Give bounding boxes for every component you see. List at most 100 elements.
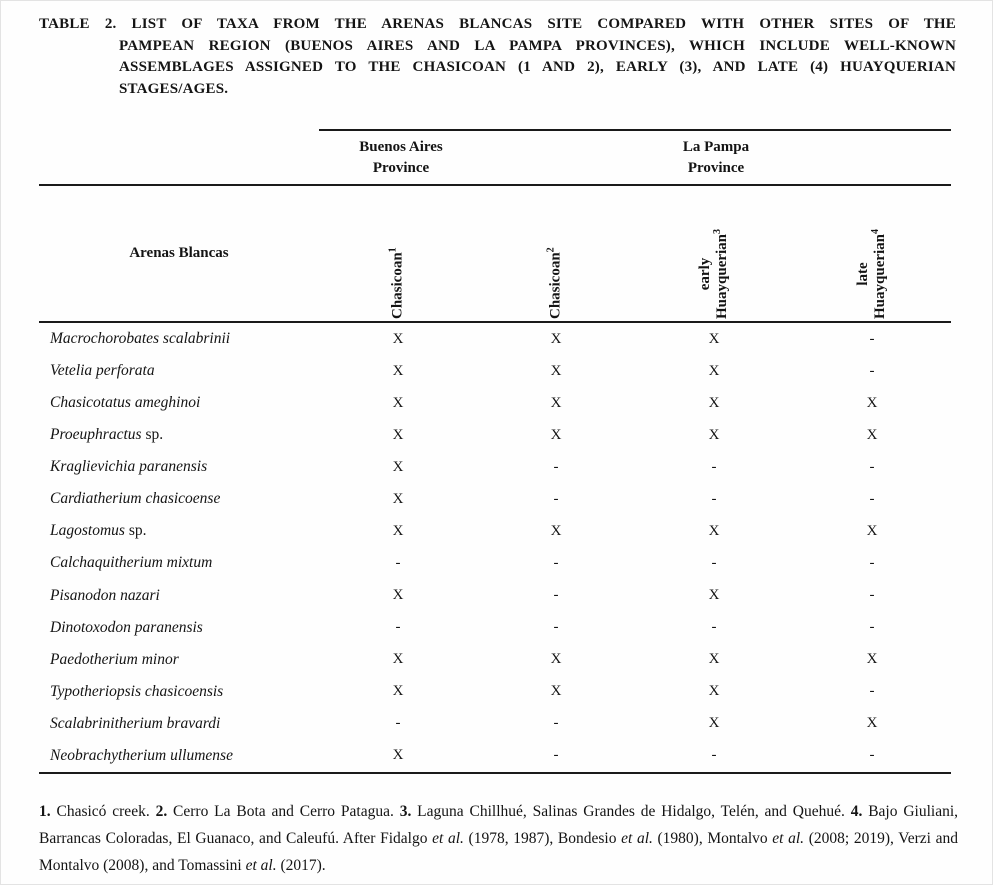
- superscript: 4: [870, 228, 881, 234]
- et-al: et al.: [621, 830, 653, 847]
- province-header-la-pampa: La Pampa Province: [631, 137, 801, 179]
- footnote-text: Chasicó creek.: [50, 803, 156, 820]
- presence-mark-col3: X: [708, 330, 720, 347]
- presence-mark-col2: X: [550, 522, 562, 539]
- presence-mark-col3: X: [708, 651, 720, 668]
- table-row: Neobrachytherium ullumense X - - -: [39, 740, 951, 772]
- presence-mark-col1: X: [392, 362, 404, 379]
- presence-mark-col4: -: [869, 490, 875, 507]
- footnote-text: (1980), Montalvo: [652, 830, 773, 847]
- presence-mark-col2: X: [550, 651, 562, 668]
- taxon-name: Kraglievichia paranensis: [50, 458, 208, 476]
- province-word: Province: [372, 160, 430, 176]
- footnote-text: Bajo Giuliani, Barrancas Coloradas, El G…: [39, 803, 959, 847]
- presence-mark-col2: -: [553, 715, 559, 732]
- presence-mark-col3: -: [711, 619, 717, 636]
- footnote-text: Laguna Chillhué, Salinas Grandes de Hida…: [411, 803, 851, 820]
- table-row: Scalabrinitherium bravardi - - X X: [39, 708, 951, 740]
- taxon-name: Lagostomus sp.: [50, 522, 147, 540]
- et-al: et al.: [245, 857, 277, 874]
- taxon-name: Chasicotatus ameghinoi: [50, 394, 201, 412]
- presence-mark-col1: -: [395, 715, 401, 732]
- table-row: Paedotherium minor X X X X: [39, 644, 951, 676]
- taxon-name: Calchaquitherium mixtum: [50, 554, 213, 572]
- et-al: et al.: [432, 830, 464, 847]
- province-name: Buenos Aires: [359, 139, 443, 155]
- taxon-name: Proeuphractus sp.: [50, 426, 164, 444]
- presence-mark-col2: X: [550, 394, 562, 411]
- footnote-text: (2008; 2019), Verzi and Montalvo (2008),…: [39, 830, 958, 874]
- presence-mark-col2: X: [550, 683, 562, 700]
- presence-mark-col1: X: [392, 747, 404, 764]
- table-row: Proeuphractus sp. X X X X: [39, 419, 951, 451]
- presence-mark-col1: X: [392, 683, 404, 700]
- presence-mark-col2: -: [553, 619, 559, 636]
- rule-below-provinces: [39, 184, 951, 186]
- presence-mark-col2: X: [550, 330, 562, 347]
- table-row: Chasicotatus ameghinoi X X X X: [39, 387, 951, 419]
- footnote-number: 3.: [399, 803, 412, 820]
- presence-mark-col4: -: [869, 554, 875, 571]
- presence-mark-col1: X: [392, 330, 404, 347]
- column-header-chasicoan-1: Chasicoan1: [338, 199, 458, 319]
- column-header-late-huayquerian: late Huayquerian4: [812, 199, 932, 319]
- presence-mark-col1: X: [392, 522, 404, 539]
- presence-mark-col3: X: [708, 715, 720, 732]
- taxon-name: Pisanodon nazari: [50, 586, 160, 604]
- presence-mark-col2: -: [553, 554, 559, 571]
- presence-mark-col4: -: [869, 330, 875, 347]
- presence-mark-col4: X: [866, 651, 878, 668]
- footnote-text: (2017).: [276, 857, 326, 874]
- footnote-number: 1.: [39, 803, 51, 820]
- presence-mark-col2: -: [553, 587, 559, 604]
- table-row: Pisanodon nazari X - X -: [39, 580, 951, 612]
- presence-mark-col4: -: [869, 362, 875, 379]
- stub-header-arenas-blancas: Arenas Blancas: [129, 245, 229, 261]
- footnote-number: 4.: [850, 803, 863, 820]
- presence-mark-col4: -: [869, 747, 875, 764]
- table-row: Cardiatherium chasicoense X - - -: [39, 483, 951, 515]
- presence-mark-col4: X: [866, 426, 878, 443]
- rule-below-column-headers: [39, 321, 951, 323]
- presence-mark-col2: -: [553, 747, 559, 764]
- superscript: 3: [712, 228, 723, 234]
- presence-mark-col4: -: [869, 619, 875, 636]
- presence-mark-col1: X: [392, 587, 404, 604]
- presence-mark-col3: X: [708, 426, 720, 443]
- presence-mark-col2: X: [550, 362, 562, 379]
- table-row: Calchaquitherium mixtum - - - -: [39, 547, 951, 579]
- table-body: Macrochorobates scalabrinii X X X - Vetelia p…: [39, 323, 951, 772]
- presence-mark-col3: -: [711, 458, 717, 475]
- presence-mark-col3: -: [711, 554, 717, 571]
- presence-mark-col4: X: [866, 394, 878, 411]
- caption-line: PAMPEAN REGION (BUENOS AIRES AND LA PAMP…: [119, 37, 956, 54]
- presence-mark-col4: X: [866, 715, 878, 732]
- presence-mark-col1: X: [392, 490, 404, 507]
- rotated-label: early Huayquerian3: [697, 228, 730, 319]
- presence-mark-col4: -: [869, 587, 875, 604]
- footnote-number: 2.: [155, 803, 168, 820]
- presence-mark-col3: -: [711, 747, 717, 764]
- table-row: Kraglievichia paranensis X - - -: [39, 451, 951, 483]
- table-caption: TABLE 2. LIST OF TAXA FROM THE ARENAS BL…: [39, 14, 956, 100]
- taxon-name: Macrochorobates scalabrinii: [50, 330, 231, 348]
- rule-above-provinces: [319, 129, 951, 131]
- rotated-label: late Huayquerian4: [855, 228, 888, 319]
- taxon-name: Vetelia perforata: [50, 362, 155, 380]
- presence-mark-col4: -: [869, 683, 875, 700]
- column-header-early-huayquerian: early Huayquerian3: [654, 199, 774, 319]
- rotated-label: Chasicoan1: [387, 247, 406, 319]
- et-al: et al.: [772, 830, 805, 847]
- table-row: Typotheriopsis chasicoensis X X X -: [39, 676, 951, 708]
- presence-mark-col1: -: [395, 619, 401, 636]
- footnote-text: Cerro La Bota and Cerro Patagua.: [167, 803, 400, 820]
- taxon-name: Cardiatherium chasicoense: [50, 490, 221, 508]
- footnotes: 1. Chasicó creek. 2. Cerro La Bota and C…: [39, 798, 958, 879]
- presence-mark-col3: X: [708, 394, 720, 411]
- superscript: 1: [387, 247, 399, 253]
- presence-mark-col1: X: [392, 458, 404, 475]
- presence-mark-col3: X: [708, 362, 720, 379]
- presence-mark-col4: X: [866, 522, 878, 539]
- presence-mark-col4: -: [869, 458, 875, 475]
